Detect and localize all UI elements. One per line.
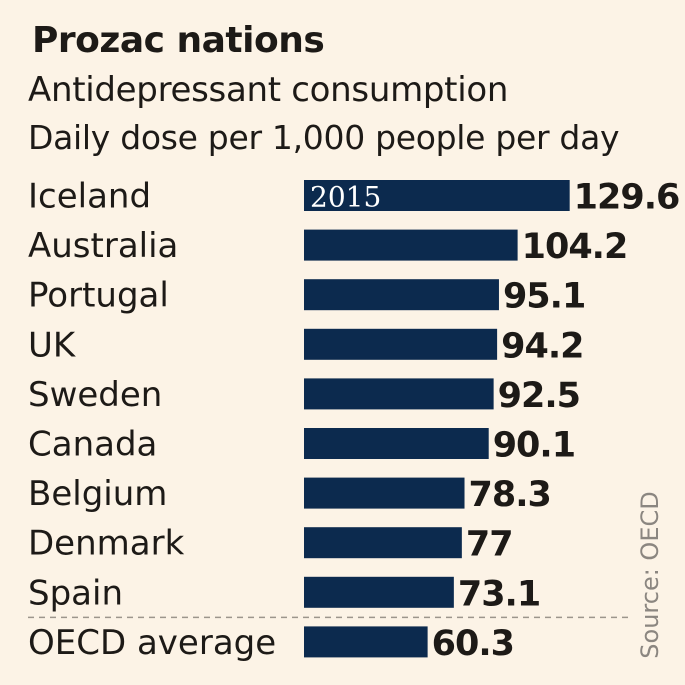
bar [304,626,428,658]
value-label: 90.1 [493,426,575,466]
chart-title: Prozac nations [32,20,325,61]
category-label: Spain [28,573,123,613]
category-label: Canada [28,425,157,465]
value-label: 92.5 [498,376,580,416]
category-label: UK [28,325,77,365]
value-label: 95.1 [503,277,585,317]
category-label: Portugal [28,276,169,316]
bar [304,180,570,211]
category-label: Iceland [28,177,151,217]
bar [304,428,489,459]
bar [304,328,498,360]
source-note: Source: OECD [636,491,664,659]
category-label: Sweden [28,375,162,415]
series-label: 2015 [310,181,381,214]
category-label: OECD average [28,623,276,663]
category-label: Denmark [28,524,185,564]
value-label: 94.2 [501,326,583,366]
value-label: 60.3 [432,624,514,664]
bar [304,279,499,311]
bar [304,378,494,410]
bar [304,576,454,608]
chart-unit-label: Daily dose per 1,000 people per day [28,118,620,157]
category-label: Australia [28,226,178,266]
bar [304,477,465,509]
value-label: 129.6 [574,178,680,218]
value-label: 77 [466,525,513,565]
value-label: 78.3 [469,475,551,515]
value-label: 73.1 [458,574,540,614]
bar [304,229,518,261]
category-label: Belgium [28,474,167,514]
bar [304,527,462,559]
value-label: 104.2 [522,227,628,267]
chart-subtitle: Antidepressant consumption [28,70,509,110]
